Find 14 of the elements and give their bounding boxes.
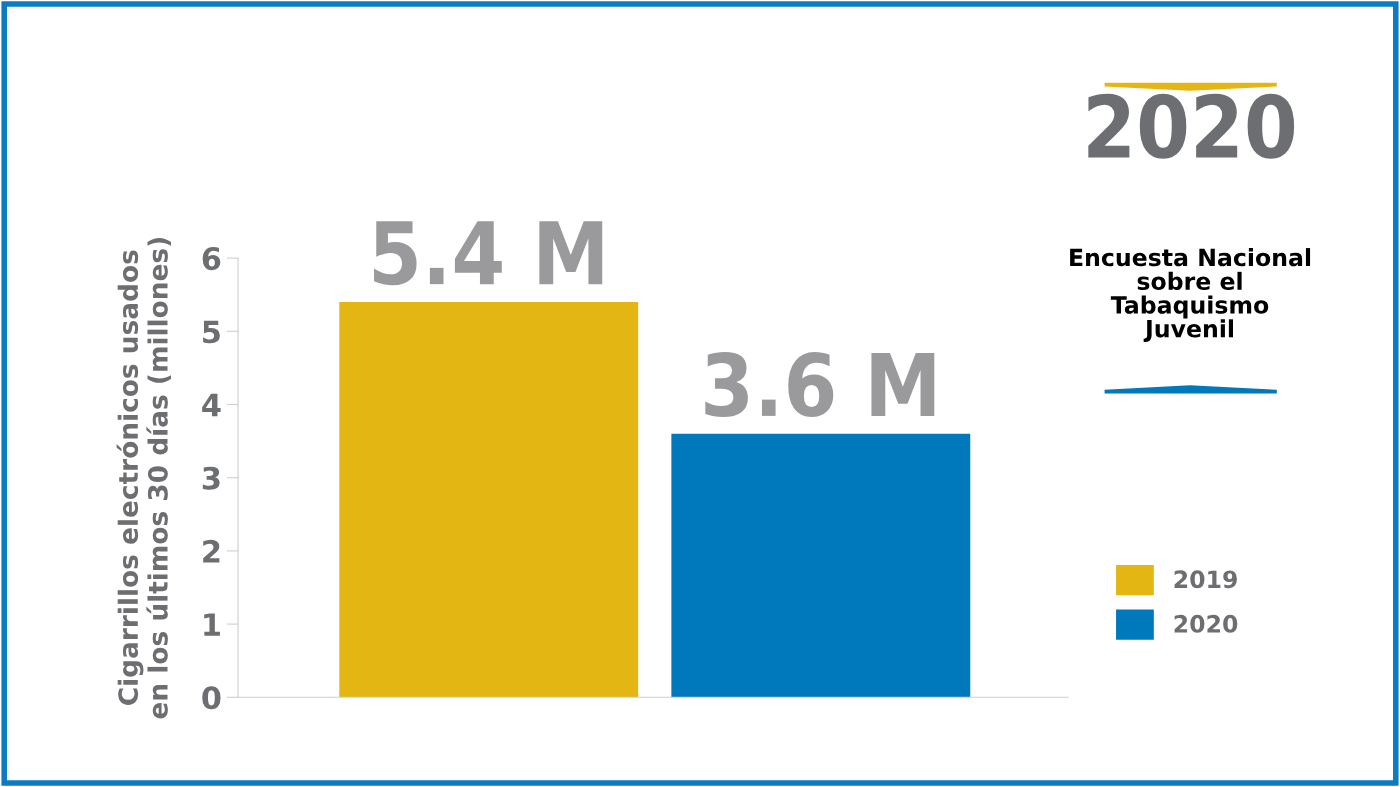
y-tick-label: 1 <box>204 613 220 636</box>
y-tick-label: 4 <box>202 393 221 417</box>
legend-label: 2019 <box>1174 570 1237 589</box>
text: Encuesta Nacional sobre el Tabaquismo Juvenil <box>1070 248 1311 342</box>
legend-label: 2020 <box>1174 614 1238 633</box>
y-axis-title: Cigarrillos electrónicos usados en los últimos 30 días (millones) <box>116 238 171 719</box>
data-label: 5.4 M <box>374 221 603 286</box>
chart-title: 2020 <box>1088 93 1295 159</box>
y-tick-label: 6 <box>202 247 221 271</box>
y-tick-label: 2 <box>203 539 220 563</box>
y-tick-label: 5 <box>203 320 220 344</box>
y-tick-label: 3 <box>202 466 220 490</box>
y-tick-label: 0 <box>202 686 221 710</box>
data-label: 3.6 M <box>705 351 935 418</box>
